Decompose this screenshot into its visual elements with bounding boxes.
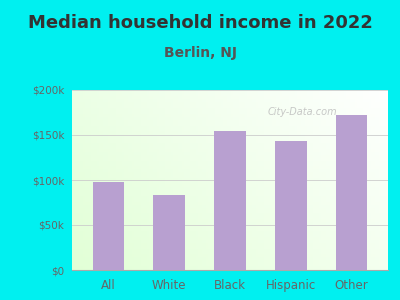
Text: Median household income in 2022: Median household income in 2022 [28, 14, 372, 32]
Text: City-Data.com: City-Data.com [268, 106, 338, 117]
Bar [275, 141, 306, 270]
Bar [214, 130, 246, 270]
Bar [93, 182, 124, 270]
Text: Berlin, NJ: Berlin, NJ [164, 46, 236, 61]
Bar [154, 195, 185, 270]
Bar [336, 115, 367, 270]
